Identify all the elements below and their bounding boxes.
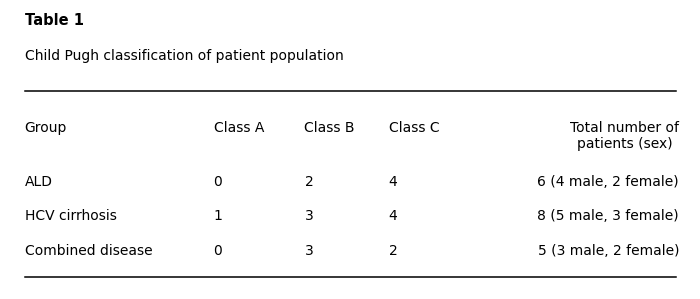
Text: Table 1: Table 1: [25, 13, 83, 28]
Text: 0: 0: [214, 244, 223, 258]
Text: Child Pugh classification of patient population: Child Pugh classification of patient pop…: [25, 49, 343, 63]
Text: 3: 3: [304, 244, 314, 258]
Text: Combined disease: Combined disease: [25, 244, 152, 258]
Text: HCV cirrhosis: HCV cirrhosis: [25, 209, 116, 223]
Text: 1: 1: [214, 209, 223, 223]
Text: 3: 3: [304, 209, 314, 223]
Text: 4: 4: [389, 209, 398, 223]
Text: Class A: Class A: [214, 121, 264, 135]
Text: 0: 0: [214, 175, 223, 189]
Text: Group: Group: [25, 121, 67, 135]
Text: Total number of
patients (sex): Total number of patients (sex): [570, 121, 679, 151]
Text: 4: 4: [389, 175, 398, 189]
Text: ALD: ALD: [25, 175, 52, 189]
Text: Class B: Class B: [304, 121, 355, 135]
Text: 2: 2: [389, 244, 398, 258]
Text: Class C: Class C: [389, 121, 439, 135]
Text: 6 (4 male, 2 female): 6 (4 male, 2 female): [538, 175, 679, 189]
Text: 8 (5 male, 3 female): 8 (5 male, 3 female): [538, 209, 679, 223]
Text: 2: 2: [304, 175, 314, 189]
Text: 5 (3 male, 2 female): 5 (3 male, 2 female): [538, 244, 679, 258]
